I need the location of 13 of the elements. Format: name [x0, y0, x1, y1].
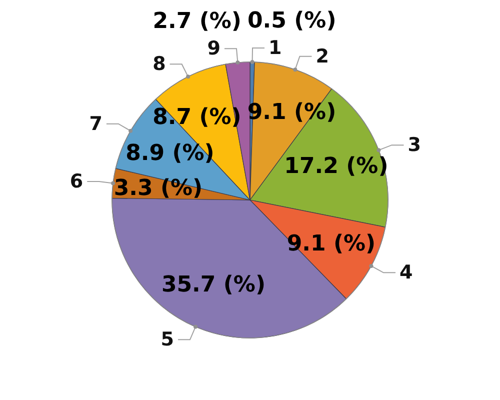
slice-label: 4 — [400, 262, 413, 284]
data-label: 3.3 (%) — [114, 176, 203, 202]
slice-label: 6 — [70, 170, 84, 192]
data-label: 0.5 (%) — [247, 8, 336, 34]
slice-label: 7 — [89, 112, 102, 135]
slice-label: 3 — [408, 134, 421, 156]
data-label: 35.7 (%) — [161, 272, 266, 298]
slice-label: 5 — [160, 328, 174, 351]
slice-label: 1 — [268, 37, 282, 60]
data-label: 2.7 (%) — [152, 9, 242, 34]
slice-label: 9 — [207, 38, 220, 60]
slice-label: 2 — [316, 45, 329, 68]
slice-label: 8 — [152, 53, 166, 76]
